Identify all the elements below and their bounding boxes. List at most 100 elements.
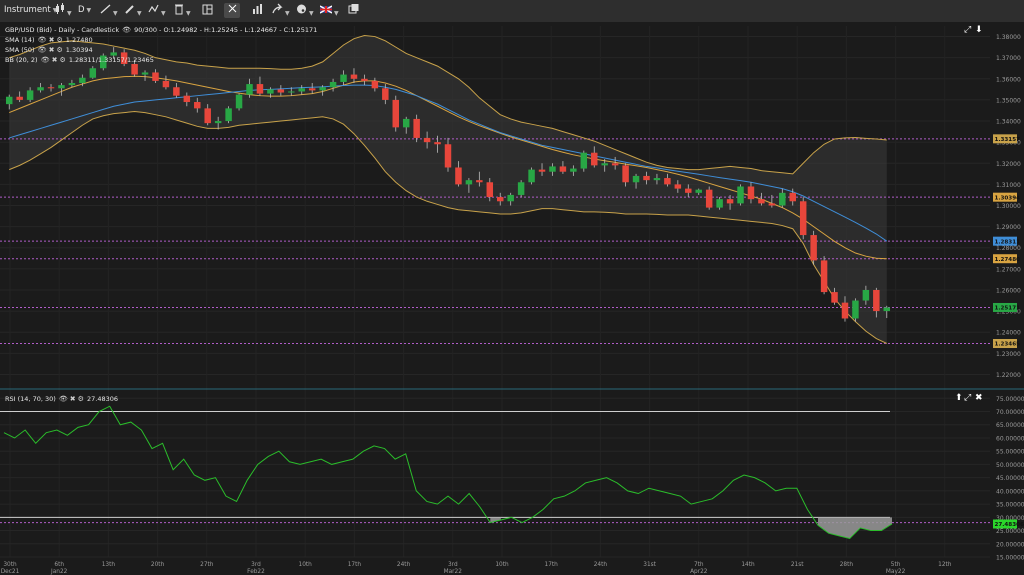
candle-up xyxy=(26,90,34,100)
gear-icon[interactable]: ⚙ xyxy=(56,46,63,54)
candle-up xyxy=(214,121,222,124)
time-tick-label: 13th xyxy=(102,562,116,568)
candle-up xyxy=(883,307,891,312)
price-tag xyxy=(993,254,1017,264)
time-tick-label: 31st xyxy=(643,562,656,568)
time-tick-label: 7th xyxy=(694,562,704,568)
candle-down xyxy=(382,88,389,100)
eye-icon[interactable]: 👁 xyxy=(122,26,132,34)
candle-up xyxy=(465,180,473,185)
price-tag xyxy=(993,134,1017,144)
close-icon[interactable]: ✖ xyxy=(69,395,76,403)
eye-icon[interactable]: 👁 xyxy=(58,395,68,403)
price-tick-label: 1.38000 xyxy=(996,34,1021,41)
price-tick-label: 1.35000 xyxy=(996,97,1021,104)
rsi-tick-label: 75.00000 xyxy=(996,396,1024,403)
eye-icon[interactable]: 👁 xyxy=(40,56,50,64)
indicators-menu[interactable]: ▼ xyxy=(148,3,166,18)
maximize-icon[interactable]: ⤢ xyxy=(964,393,972,403)
candle-down xyxy=(120,52,128,65)
arrow-down-icon[interactable]: ⬇ xyxy=(975,25,983,35)
rsi-tick-label: 40.00000 xyxy=(996,488,1024,495)
crosshair-button[interactable] xyxy=(224,3,240,18)
rsi-line xyxy=(3,405,893,540)
rsi-value-tag-label: 27.48306 xyxy=(995,522,1024,528)
chart-area[interactable]: 1.380001.370001.360001.350001.340001.330… xyxy=(0,22,1024,575)
time-sub-label: Dec21 xyxy=(1,569,20,575)
bar-chart-button[interactable] xyxy=(252,3,263,18)
price-tag xyxy=(993,236,1017,246)
candle-down xyxy=(591,152,598,166)
candle-down xyxy=(810,235,817,261)
maximize-icon[interactable]: ⤢ xyxy=(964,25,972,35)
candle-up xyxy=(653,178,661,181)
drawing-tools-menu[interactable]: ▼ xyxy=(124,3,142,18)
line-tools-menu[interactable]: ▼ xyxy=(100,3,118,18)
candle-down xyxy=(423,137,431,143)
candle-up xyxy=(235,94,243,109)
candle-up xyxy=(779,192,786,206)
chevron-down-icon: ▼ xyxy=(137,10,142,17)
theme-menu[interactable]: ▼ xyxy=(296,3,314,18)
candle-down xyxy=(486,182,494,198)
candle-up xyxy=(329,81,337,88)
price-tag xyxy=(993,192,1017,202)
candle-up xyxy=(68,83,76,86)
time-sub-label: Mar22 xyxy=(444,569,463,575)
candle-up xyxy=(100,55,107,69)
candlestick-icon xyxy=(56,3,64,14)
arrow-up-icon[interactable]: ⬆ xyxy=(955,393,963,403)
gear-icon[interactable]: ⚙ xyxy=(59,56,66,64)
language-menu[interactable]: ▼ xyxy=(319,3,339,18)
candle-down xyxy=(831,292,838,303)
close-icon[interactable]: ✖ xyxy=(51,56,58,64)
time-axis: 30th 6th 13th 20th 27th 3rd 10th 17th 24th 3rd 10t… xyxy=(1,562,952,575)
candle-up xyxy=(141,72,149,75)
candle-down xyxy=(873,289,880,312)
candle-up xyxy=(737,186,744,204)
time-sub-label: Jan22 xyxy=(50,569,68,575)
timeframe-menu[interactable]: D ▼ xyxy=(78,3,91,18)
candle-down xyxy=(685,188,692,193)
candle-down xyxy=(350,74,358,79)
instrument-menu[interactable]: Instrument ▼ xyxy=(4,3,57,18)
candle-down xyxy=(726,199,734,204)
time-tick-label: 24th xyxy=(397,562,411,568)
trendline-icon xyxy=(100,4,111,14)
price-tick-label: 1.32000 xyxy=(996,161,1021,168)
gear-icon[interactable]: ⚙ xyxy=(77,395,84,403)
close-panel-icon[interactable]: ✖ xyxy=(975,393,983,403)
candle-down xyxy=(611,163,619,166)
popout-button[interactable] xyxy=(348,3,359,18)
price-tick-label: 1.22000 xyxy=(996,372,1021,379)
gear-icon[interactable]: ⚙ xyxy=(56,36,63,44)
layout-button[interactable] xyxy=(202,3,213,18)
bb-legend: BB (20, 2) 👁 ✖ ⚙ 1.28311/1.33157/1.23465 xyxy=(5,56,154,65)
rsi-tick-label: 70.00000 xyxy=(996,409,1024,416)
candle-up xyxy=(37,87,44,91)
chart-type-menu[interactable]: ▼ xyxy=(55,3,72,18)
eye-icon[interactable]: 👁 xyxy=(37,36,47,44)
time-tick-label: 5th xyxy=(891,562,901,568)
candle-down xyxy=(455,167,462,185)
price-tag-label: 1.33157 xyxy=(995,137,1021,143)
candle-down xyxy=(371,80,379,89)
toolbar: Instrument ▼ ▼ D ▼ ▼ ▼ ▼ ▼ ▼ ▼ ▼ xyxy=(0,0,1024,23)
delete-menu[interactable]: ▼ xyxy=(174,3,191,18)
candle-down xyxy=(758,199,765,204)
eye-icon[interactable]: 👁 xyxy=(37,46,47,54)
rsi-tick-label: 50.00000 xyxy=(996,462,1024,469)
candle-down xyxy=(476,180,483,183)
candle-down xyxy=(194,102,201,109)
time-tick-label: 30th xyxy=(3,562,17,568)
price-tick-label: 1.26000 xyxy=(996,287,1021,294)
bar-chart-icon xyxy=(253,4,262,14)
candle-up xyxy=(549,166,556,172)
rsi-tick-label: 60.00000 xyxy=(996,435,1024,442)
close-icon[interactable]: ✖ xyxy=(48,36,55,44)
share-menu[interactable]: ▼ xyxy=(272,3,290,18)
price-tag-label: 1.30394 xyxy=(995,195,1021,201)
candle-up xyxy=(79,77,86,84)
close-icon[interactable]: ✖ xyxy=(48,46,55,54)
sma14-legend: SMA (14) 👁 ✖ ⚙ 1.27480 xyxy=(5,36,93,45)
